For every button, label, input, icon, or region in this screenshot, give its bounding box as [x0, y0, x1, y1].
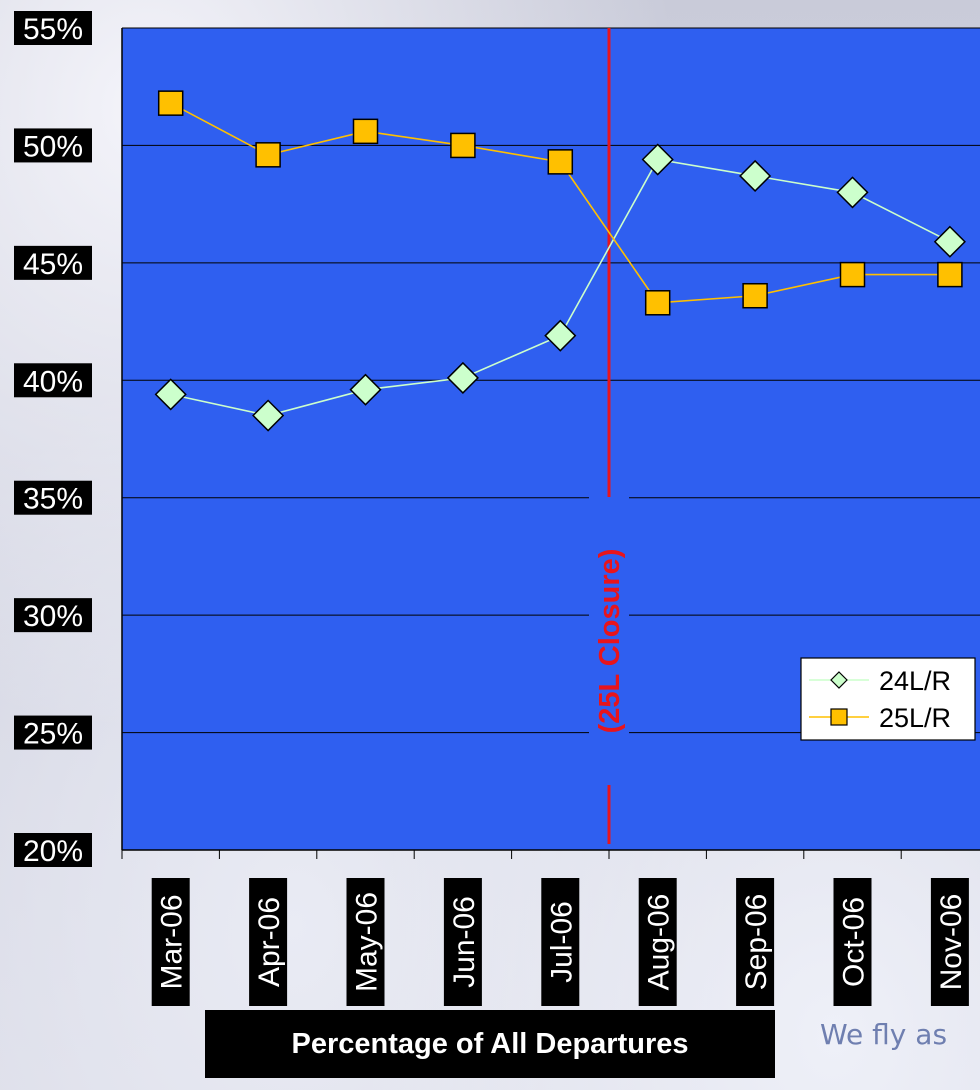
y-tick-label-text: 55%	[23, 13, 83, 46]
x-tick-label-bg	[736, 878, 775, 1006]
data-point-25L/R	[937, 261, 963, 288]
y-tick-label-bg	[14, 245, 92, 280]
y-tick-label-text: 30%	[23, 600, 83, 633]
x-tick-label: Aug-06	[638, 878, 677, 1006]
y-tick-label-bg	[14, 480, 92, 515]
y-tick-label: 40%	[14, 363, 92, 398]
x-tick-label-bg	[541, 878, 580, 1006]
y-tick-label-text: 35%	[23, 483, 83, 516]
legend-label: 25L/R	[879, 703, 951, 733]
legend-label: 24L/R	[879, 666, 951, 696]
x-axis-label: Percentage of All Departures	[205, 1010, 775, 1078]
x-tick-label: Sep-06	[736, 878, 775, 1006]
data-point-24L/R	[252, 399, 285, 432]
data-point-25L/R	[352, 118, 379, 145]
x-tick-label-bg	[249, 878, 288, 1006]
y-tick-label: 55%	[14, 11, 92, 46]
x-tick-label-text: Jun-06	[448, 896, 481, 988]
x-tick-label-text: Apr-06	[253, 897, 286, 987]
legend-marker	[830, 708, 848, 726]
data-point-24L/R	[544, 319, 577, 352]
y-tick-label-text: 40%	[23, 365, 83, 398]
data-point-24L/R	[349, 373, 382, 406]
x-tick-label-text: Aug-06	[643, 894, 676, 991]
x-tick-label: Jun-06	[443, 878, 482, 1006]
y-tick-label-text: 20%	[23, 835, 83, 868]
x-tick-label-bg	[638, 878, 677, 1006]
y-tick-label: 50%	[14, 128, 92, 163]
x-tick-label-text: Oct-06	[838, 897, 871, 987]
data-point-25L/R	[644, 290, 671, 316]
x-tick-label-text: Mar-06	[156, 894, 189, 989]
data-point-24L/R	[933, 225, 966, 258]
x-tick-label-bg	[346, 878, 385, 1006]
data-point-25L/R	[547, 149, 574, 175]
y-tick-label-bg	[14, 833, 92, 867]
x-tick-label-bg	[930, 878, 969, 1006]
x-tick-label-text: Jul-06	[545, 901, 578, 983]
legend-box	[800, 657, 976, 741]
data-point-24L/R	[446, 361, 479, 394]
x-tick-label: Mar-06	[151, 878, 190, 1006]
tagline-text: We fly as	[820, 1018, 948, 1051]
data-point-25L/R	[839, 261, 866, 288]
x-tick-label-bg	[151, 878, 190, 1006]
y-tick-label-text: 45%	[23, 248, 83, 281]
x-tick-label: Apr-06	[249, 878, 288, 1006]
y-tick-label-bg	[14, 11, 92, 45]
y-tick-label-bg	[14, 128, 92, 163]
legend: 24L/R 25L/R	[800, 657, 976, 741]
data-point-25L/R	[255, 142, 281, 168]
data-point-25L/R	[450, 132, 476, 159]
data-point-24L/R	[641, 143, 674, 176]
data-point-24L/R	[739, 159, 772, 193]
x-tick-label-text: Nov-06	[935, 894, 968, 991]
x-tick-label-bg	[443, 878, 482, 1006]
y-tick-label: 35%	[14, 480, 92, 516]
data-point-24L/R	[836, 176, 869, 209]
y-tick-label: 30%	[14, 598, 92, 633]
closure-label-bg	[589, 497, 629, 785]
x-tick-label-bg	[833, 878, 872, 1006]
y-tick-label-bg	[14, 715, 92, 750]
y-tick-label: 25%	[14, 715, 92, 751]
y-tick-label-bg	[14, 598, 92, 633]
x-tick-label: Oct-06	[833, 878, 872, 1006]
y-tick-label-text: 25%	[23, 718, 83, 751]
x-tick-label-text: May-06	[351, 892, 384, 992]
y-tick-label: 20%	[14, 833, 92, 868]
x-tick-label: Nov-06	[930, 878, 969, 1006]
x-tick-label: Jul-06	[541, 878, 580, 1006]
legend-marker	[830, 671, 848, 689]
x-tick-label-text: Sep-06	[740, 894, 773, 991]
x-tick-label: May-06	[346, 878, 385, 1006]
data-point-25L/R	[157, 90, 184, 116]
data-point-24L/R	[154, 378, 187, 411]
y-tick-label-text: 50%	[23, 130, 83, 163]
closure-label: (25L Closure)	[594, 549, 626, 734]
y-tick-label: 45%	[14, 245, 92, 281]
data-point-25L/R	[742, 282, 768, 309]
y-tick-label-bg	[14, 363, 92, 398]
